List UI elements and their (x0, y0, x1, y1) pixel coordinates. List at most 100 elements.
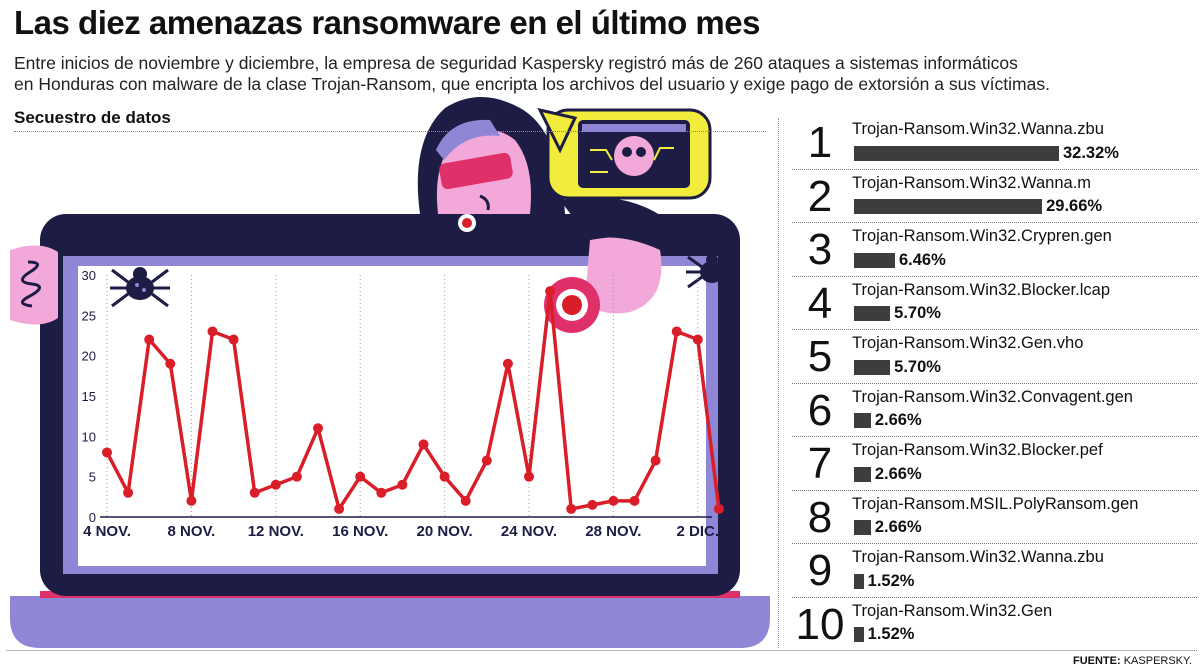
malware-name: Trojan-Ransom.Win32.Wanna.zbu (852, 120, 1104, 138)
data-point (692, 334, 703, 345)
ranking-row: 1 Trojan-Ransom.Win32.Wanna.zbu 32.32% (792, 116, 1197, 170)
percentage-label: 5.70% (894, 304, 941, 322)
rank-number: 5 (807, 332, 833, 381)
data-point (524, 471, 534, 482)
skull-monitor-icon (537, 107, 712, 200)
x-tick-label: 20 NOV. (417, 523, 473, 540)
rank-number: 10 (795, 599, 845, 649)
data-point (270, 479, 281, 490)
x-axis-ticks: 4 NOV. 8 NOV. 12 NOV. 16 NOV. 20 NOV. 24 NOV.… (83, 523, 719, 540)
malware-name: Trojan-Ransom.Win32.Wanna.m (852, 173, 1092, 192)
percentage-bar (854, 252, 895, 268)
laptop-chart-illustration: 0 5 10 15 20 25 30 4 NOV. 8 NOV. 12 NOV. 16 NOV. 2… (10, 97, 770, 648)
ranking-row: 5 Trojan-Ransom.Win32.Gen.vho 5.70% (792, 330, 1197, 384)
percentage-bar (854, 306, 891, 321)
data-point (144, 334, 155, 345)
malware-name: Trojan-Ransom.Win32.Wanna.zbu (852, 548, 1104, 566)
series-points (102, 286, 724, 514)
data-point (102, 447, 112, 458)
data-point (123, 487, 134, 498)
data-point (228, 334, 239, 345)
subtitle-line-1: Entre inicios de noviembre y diciembre, … (14, 53, 1018, 73)
malware-name: Trojan-Ransom.Win32.Crypren.gen (852, 227, 1112, 245)
data-point (650, 455, 661, 466)
chart-grid (106, 275, 699, 517)
rank-number: 7 (807, 439, 833, 488)
ranking-row: 7 Trojan-Ransom.Win32.Blocker.pef 2.66% (792, 437, 1197, 491)
data-point (587, 499, 598, 510)
y-axis-ticks: 0 5 10 15 20 25 30 (82, 268, 96, 525)
malware-name: Trojan-Ransom.Win32.Gen (852, 601, 1053, 620)
malware-name: Trojan-Ransom.Win32.Convagent.gen (852, 387, 1133, 406)
y-tick-label: 15 (82, 389, 96, 404)
bar-row: 6.46% (854, 251, 946, 269)
bar-row: 2.66% (854, 411, 922, 430)
data-point (608, 495, 619, 506)
percentage-label: 2.66% (874, 464, 922, 483)
data-point (207, 326, 218, 337)
percentage-bar (854, 199, 1043, 214)
rank-number: 9 (807, 546, 833, 595)
data-point (713, 503, 724, 514)
malware-name: Trojan-Ransom.Win32.Gen.vho (852, 334, 1084, 352)
data-point (334, 503, 345, 514)
percentage-label: 2.66% (874, 518, 922, 536)
percentage-bar (854, 466, 871, 482)
y-tick-label: 30 (82, 268, 96, 283)
percentage-label: 1.52% (867, 571, 915, 590)
rank-number: 3 (807, 225, 833, 274)
x-tick-label: 4 NOV. (83, 523, 131, 540)
rank-number: 2 (807, 171, 833, 221)
data-point (481, 455, 492, 466)
bar-row: 5.70% (854, 358, 941, 376)
data-point (502, 358, 513, 369)
ranking-row: 4 Trojan-Ransom.Win32.Blocker.lcap 5.70% (792, 277, 1197, 330)
y-tick-label: 5 (89, 470, 96, 485)
malware-name: Trojan-Ransom.MSIL.PolyRansom.gen (852, 494, 1139, 513)
source-name: KASPERSKY. (1123, 655, 1192, 667)
rank-number: 8 (807, 492, 833, 542)
percentage-bar (854, 145, 1059, 161)
bar-row: 1.52% (854, 625, 915, 644)
data-point (460, 495, 471, 506)
laptop-screen (78, 266, 706, 566)
section-divider (14, 131, 766, 132)
ranking-row: 3 Trojan-Ransom.Win32.Crypren.gen 6.46% (792, 223, 1197, 277)
data-point (249, 487, 260, 498)
section-label: Secuestro de datos (14, 108, 171, 127)
source-label: FUENTE: (1072, 655, 1121, 667)
ranking-row: 9 Trojan-Ransom.Win32.Wanna.zbu 1.52% (792, 544, 1197, 598)
data-point (186, 495, 197, 506)
ranking-list: 1 Trojan-Ransom.Win32.Wanna.zbu 32.32% 2 Tro… (792, 116, 1197, 651)
percentage-label: 1.52% (867, 625, 915, 643)
rank-number: 1 (807, 118, 833, 167)
data-point (397, 479, 408, 490)
percentage-label: 32.32% (1063, 143, 1119, 162)
laptop-base (10, 596, 770, 648)
spring-icon (10, 245, 58, 325)
x-tick-label: 2 DIC. (677, 523, 720, 540)
hacker-figure-icon (417, 97, 565, 232)
y-tick-label: 0 (89, 510, 96, 525)
data-point (671, 326, 682, 337)
y-tick-label: 25 (82, 308, 96, 323)
page-subtitle: Entre inicios de noviembre y diciembre, … (14, 53, 1194, 95)
spider-icon (110, 267, 170, 308)
percentage-bar (854, 520, 871, 535)
bar-row: 32.32% (854, 144, 1119, 162)
rank-number: 4 (807, 278, 833, 328)
x-tick-label: 12 NOV. (248, 523, 304, 540)
bar-row: 5.70% (854, 304, 941, 323)
malware-name: Trojan-Ransom.Win32.Blocker.lcap (852, 280, 1110, 299)
x-tick-label: 28 NOV. (585, 523, 641, 540)
x-tick-label: 24 NOV. (501, 523, 557, 540)
alarm-button-icon (544, 197, 662, 333)
percentage-bar (854, 359, 891, 375)
ranking-row: 2 Trojan-Ransom.Win32.Wanna.m 29.66% (792, 170, 1197, 223)
percentage-bar (854, 573, 864, 589)
bar-row: 2.66% (854, 465, 922, 483)
ranking-row: 8 Trojan-Ransom.MSIL.PolyRansom.gen 2.66% (792, 491, 1197, 544)
percentage-label: 5.70% (894, 357, 941, 376)
footer-divider (6, 650, 1194, 651)
page-title: Las diez amenazas ransomware en el últim… (14, 4, 760, 41)
